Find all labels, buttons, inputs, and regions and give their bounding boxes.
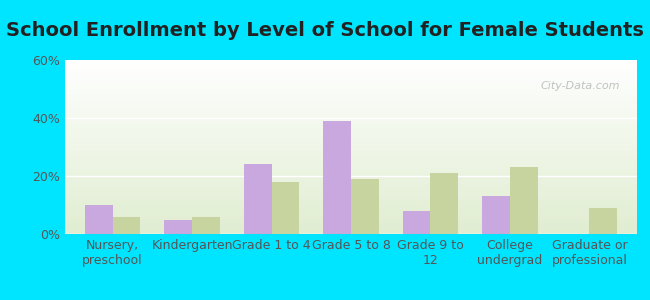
Text: School Enrollment by Level of School for Female Students: School Enrollment by Level of School for…	[6, 21, 644, 40]
Bar	[164, 220, 192, 234]
Bar	[590, 208, 617, 234]
Bar	[482, 196, 510, 234]
Bar	[85, 205, 112, 234]
Bar	[244, 164, 272, 234]
Bar	[402, 211, 430, 234]
Bar	[192, 217, 220, 234]
Bar	[351, 179, 379, 234]
Bar	[323, 121, 351, 234]
Text: City-Data.com: City-Data.com	[540, 81, 620, 91]
Bar	[510, 167, 538, 234]
Bar	[112, 217, 140, 234]
Bar	[272, 182, 300, 234]
Bar	[430, 173, 458, 234]
